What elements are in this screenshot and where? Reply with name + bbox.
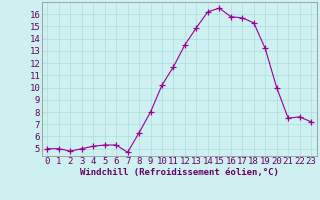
X-axis label: Windchill (Refroidissement éolien,°C): Windchill (Refroidissement éolien,°C) — [80, 168, 279, 177]
